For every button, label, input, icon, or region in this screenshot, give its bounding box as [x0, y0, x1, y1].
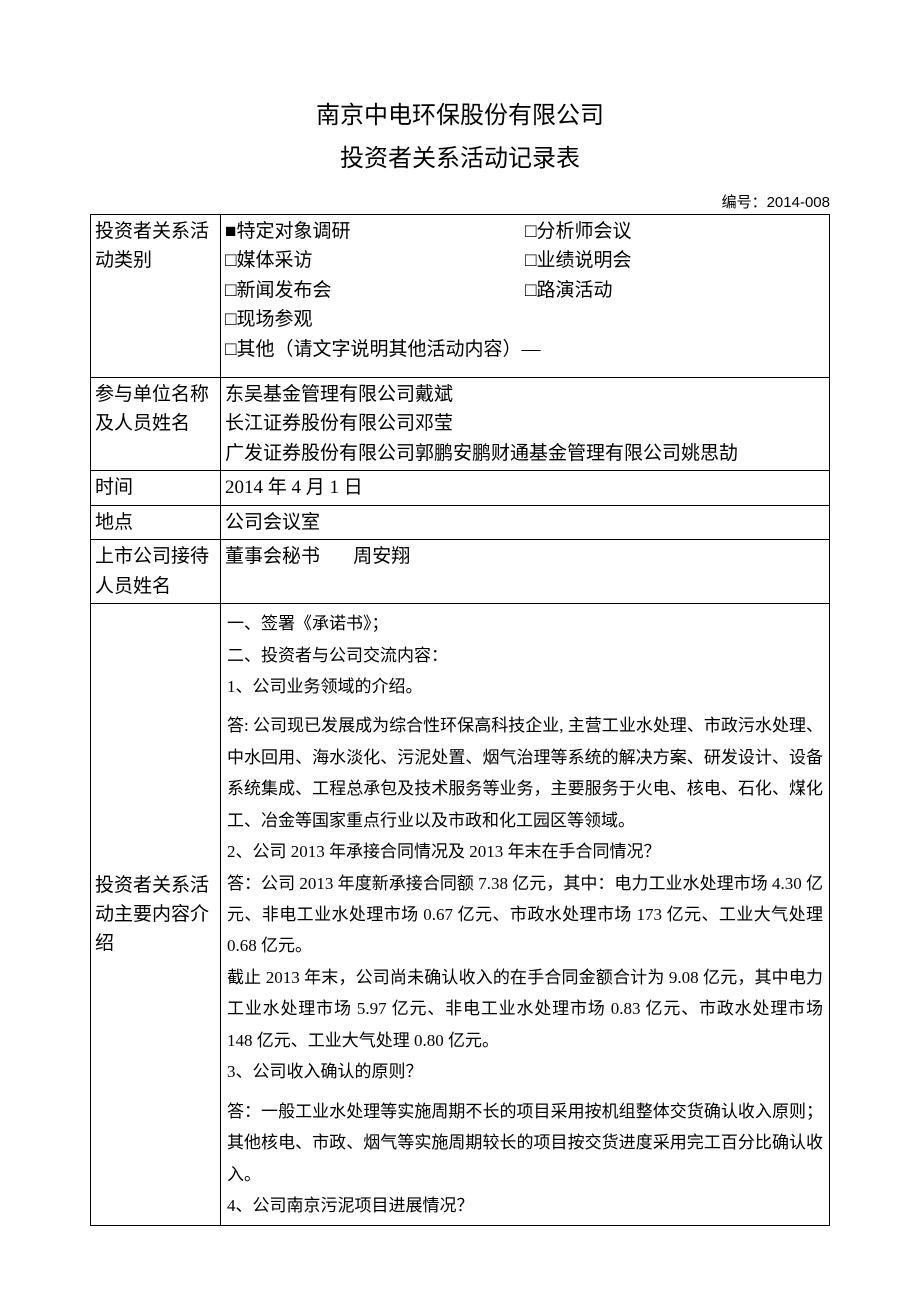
content-question: 4、公司南京污泥项目进展情况？	[227, 1190, 823, 1221]
table-row: 时间 2014 年 4 月 1 日	[91, 471, 830, 505]
document-number: 编号：2014-008	[90, 191, 830, 212]
checkbox-empty-icon: □	[525, 221, 536, 242]
checkbox-empty-icon: □	[225, 309, 236, 330]
option-label: 现场参观	[236, 309, 312, 330]
option-label: 媒体采访	[236, 250, 312, 271]
checkbox-empty-icon: □	[525, 250, 536, 271]
content-answer: 截止 2013 年末，公司尚未确认收入的在手合同金额合计为 9.08 亿元，其中…	[227, 962, 823, 1056]
content-line: 二、投资者与公司交流内容：	[227, 640, 823, 671]
cell-time: 2014 年 4 月 1 日	[221, 471, 830, 505]
option-label: 特定对象调研	[236, 221, 350, 242]
option-label: 新闻发布会	[236, 280, 331, 301]
content-question: 2、公司 2013 年承接合同情况及 2013 年末在手合同情况？	[227, 836, 823, 867]
cell-participants: 东吴基金管理有限公司戴斌 长江证券股份有限公司邓莹 广发证券股份有限公司郭鹏安鹏…	[221, 378, 830, 471]
participant-line: 长江证券股份有限公司邓莹	[225, 409, 825, 438]
cell-activity-type: ■特定对象调研 □分析师会议 □媒体采访 □业绩说明会 □新闻发布会 □路演活动…	[221, 215, 830, 378]
activity-type-options: ■特定对象调研 □分析师会议 □媒体采访 □业绩说明会 □新闻发布会 □路演活动…	[225, 217, 825, 375]
table-row: 参与单位名称及人员姓名 东吴基金管理有限公司戴斌 长江证券股份有限公司邓莹 广发…	[91, 378, 830, 471]
content-line: 一、签署《承诺书》；	[227, 608, 823, 639]
record-table: 投资者关系活动类别 ■特定对象调研 □分析师会议 □媒体采访 □业绩说明会 □新…	[90, 214, 830, 1226]
label-content: 投资者关系活动主要内容介绍	[91, 604, 221, 1226]
document-title: 投资者关系活动记录表	[90, 138, 830, 173]
checkbox-empty-icon: □	[225, 339, 236, 360]
checkbox-empty-icon: □	[225, 250, 236, 271]
table-row: 投资者关系活动类别 ■特定对象调研 □分析师会议 □媒体采访 □业绩说明会 □新…	[91, 215, 830, 378]
participant-line: 东吴基金管理有限公司戴斌	[225, 380, 825, 409]
table-row: 地点 公司会议室	[91, 505, 830, 539]
checkbox-filled-icon: ■	[225, 221, 236, 242]
option-label: 其他（请文字说明其他活动内容）—	[236, 339, 540, 360]
label-time: 时间	[91, 471, 221, 505]
label-activity-type: 投资者关系活动类别	[91, 215, 221, 378]
content-line: 1、公司业务领域的介绍。	[227, 671, 823, 702]
checkbox-empty-icon: □	[525, 280, 536, 301]
content-question: 3、公司收入确认的原则？	[227, 1056, 823, 1087]
content-answer: 答: 公司现已发展成为综合性环保高科技企业, 主营工业水处理、市政污水处理、中水…	[227, 710, 823, 836]
cell-location: 公司会议室	[221, 505, 830, 539]
receptionist-role: 董事会秘书	[225, 546, 320, 567]
table-row: 上市公司接待人员姓名 董事会秘书 周安翔	[91, 540, 830, 604]
option-label: 业绩说明会	[536, 250, 631, 271]
option-label: 分析师会议	[536, 221, 631, 242]
label-receptionist: 上市公司接待人员姓名	[91, 540, 221, 604]
label-participants: 参与单位名称及人员姓名	[91, 378, 221, 471]
cell-content: 一、签署《承诺书》； 二、投资者与公司交流内容： 1、公司业务领域的介绍。 答:…	[221, 604, 830, 1226]
content-answer: 答：一般工业水处理等实施周期不长的项目采用按机组整体交货确认收入原则；其他核电、…	[227, 1096, 823, 1190]
content-answer: 答：公司 2013 年度新承接合同额 7.38 亿元，其中：电力工业水处理市场 …	[227, 868, 823, 962]
participant-line: 广发证券股份有限公司郭鹏安鹏财通基金管理有限公司姚思劼	[225, 439, 825, 468]
checkbox-empty-icon: □	[225, 280, 236, 301]
label-location: 地点	[91, 505, 221, 539]
table-row: 投资者关系活动主要内容介绍 一、签署《承诺书》； 二、投资者与公司交流内容： 1…	[91, 604, 830, 1226]
option-label: 路演活动	[536, 280, 612, 301]
cell-receptionist: 董事会秘书 周安翔	[221, 540, 830, 604]
receptionist-name: 周安翔	[353, 546, 410, 567]
company-name: 南京中电环保股份有限公司	[90, 95, 830, 130]
